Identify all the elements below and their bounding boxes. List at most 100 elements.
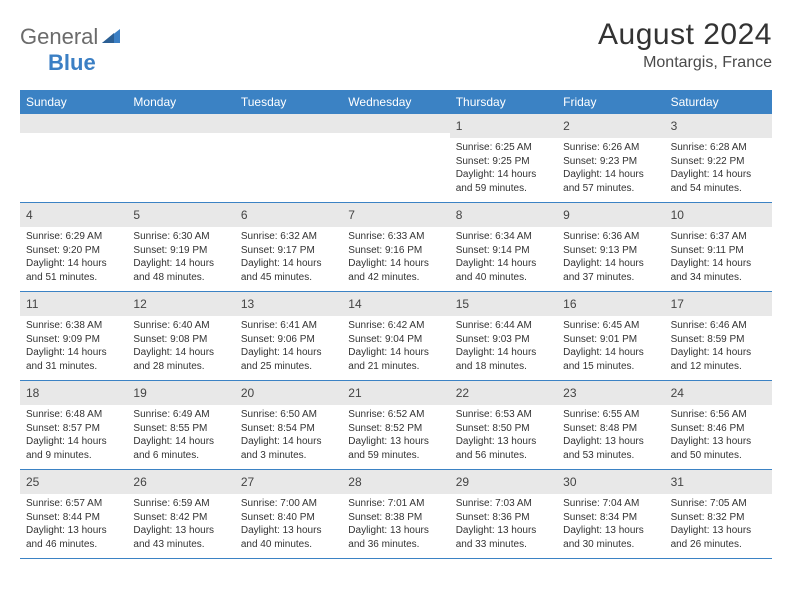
day-content: Sunrise: 6:36 AMSunset: 9:13 PMDaylight:…	[557, 227, 664, 288]
day-content: Sunrise: 6:48 AMSunset: 8:57 PMDaylight:…	[20, 405, 127, 466]
sunset-text: Sunset: 8:38 PM	[348, 511, 443, 525]
day-number: 4	[26, 208, 33, 222]
sunrise-text: Sunrise: 7:00 AM	[241, 497, 336, 511]
day-content: Sunrise: 6:41 AMSunset: 9:06 PMDaylight:…	[235, 316, 342, 377]
day-number: 14	[348, 297, 361, 311]
daylight-text: Daylight: 14 hours and 3 minutes.	[241, 435, 336, 462]
sunrise-text: Sunrise: 6:37 AM	[671, 230, 766, 244]
day-number: 24	[671, 386, 684, 400]
sunset-text: Sunset: 8:48 PM	[563, 422, 658, 436]
day-number-row: 1	[450, 114, 557, 138]
day-number-row: 13	[235, 292, 342, 316]
day-content: Sunrise: 6:33 AMSunset: 9:16 PMDaylight:…	[342, 227, 449, 288]
logo-text-blue: Blue	[20, 50, 96, 75]
day-number: 2	[563, 119, 570, 133]
calendar-day: 17Sunrise: 6:46 AMSunset: 8:59 PMDayligh…	[665, 292, 772, 380]
sunrise-text: Sunrise: 6:57 AM	[26, 497, 121, 511]
calendar-day: 14Sunrise: 6:42 AMSunset: 9:04 PMDayligh…	[342, 292, 449, 380]
daylight-text: Daylight: 14 hours and 51 minutes.	[26, 257, 121, 284]
daylight-text: Daylight: 14 hours and 34 minutes.	[671, 257, 766, 284]
calendar-day: 23Sunrise: 6:55 AMSunset: 8:48 PMDayligh…	[557, 381, 664, 469]
day-number: 11	[26, 297, 38, 311]
daylight-text: Daylight: 14 hours and 54 minutes.	[671, 168, 766, 195]
day-number-row: 31	[665, 470, 772, 494]
daylight-text: Daylight: 13 hours and 59 minutes.	[348, 435, 443, 462]
calendar-day: 11 Sunrise: 6:38 AMSunset: 9:09 PMDayligh…	[20, 292, 127, 380]
sunrise-text: Sunrise: 6:32 AM	[241, 230, 336, 244]
sunrise-text: Sunrise: 6:56 AM	[671, 408, 766, 422]
day-number-row: 18	[20, 381, 127, 405]
day-number: 8	[456, 208, 463, 222]
day-number-row: 3	[665, 114, 772, 138]
day-content: Sunrise: 6:49 AMSunset: 8:55 PMDaylight:…	[127, 405, 234, 466]
sunset-text: Sunset: 8:57 PM	[26, 422, 121, 436]
day-number: 6	[241, 208, 248, 222]
day-number-row: 26	[127, 470, 234, 494]
day-number: 29	[456, 475, 469, 489]
day-content: Sunrise: 6:26 AMSunset: 9:23 PMDaylight:…	[557, 138, 664, 199]
daylight-text: Daylight: 13 hours and 56 minutes.	[456, 435, 551, 462]
day-number: 1	[456, 119, 463, 133]
sunrise-text: Sunrise: 7:03 AM	[456, 497, 551, 511]
logo: General	[20, 18, 122, 50]
day-content: Sunrise: 6:45 AMSunset: 9:01 PMDaylight:…	[557, 316, 664, 377]
day-content: Sunrise: 6:38 AMSunset: 9:09 PMDaylight:…	[20, 316, 127, 377]
day-number-row: 30	[557, 470, 664, 494]
day-content: Sunrise: 6:29 AMSunset: 9:20 PMDaylight:…	[20, 227, 127, 288]
sunrise-text: Sunrise: 7:04 AM	[563, 497, 658, 511]
calendar-day	[235, 114, 342, 202]
sunrise-text: Sunrise: 6:52 AM	[348, 408, 443, 422]
day-number: 12	[133, 297, 146, 311]
sunset-text: Sunset: 8:55 PM	[133, 422, 228, 436]
sunrise-text: Sunrise: 6:29 AM	[26, 230, 121, 244]
calendar-day: 29Sunrise: 7:03 AMSunset: 8:36 PMDayligh…	[450, 470, 557, 558]
day-number-row: 24	[665, 381, 772, 405]
day-number: 23	[563, 386, 576, 400]
sunset-text: Sunset: 8:36 PM	[456, 511, 551, 525]
day-number-row: 23	[557, 381, 664, 405]
calendar-week: 25Sunrise: 6:57 AMSunset: 8:44 PMDayligh…	[20, 470, 772, 559]
sunrise-text: Sunrise: 6:28 AM	[671, 141, 766, 155]
sunset-text: Sunset: 9:19 PM	[133, 244, 228, 258]
day-content: Sunrise: 6:37 AMSunset: 9:11 PMDaylight:…	[665, 227, 772, 288]
sunset-text: Sunset: 9:04 PM	[348, 333, 443, 347]
sunrise-text: Sunrise: 6:55 AM	[563, 408, 658, 422]
day-content: Sunrise: 6:32 AMSunset: 9:17 PMDaylight:…	[235, 227, 342, 288]
calendar-day: 27Sunrise: 7:00 AMSunset: 8:40 PMDayligh…	[235, 470, 342, 558]
sunset-text: Sunset: 8:59 PM	[671, 333, 766, 347]
day-number-row: 17	[665, 292, 772, 316]
sunrise-text: Sunrise: 6:53 AM	[456, 408, 551, 422]
day-content: Sunrise: 6:50 AMSunset: 8:54 PMDaylight:…	[235, 405, 342, 466]
day-number-row	[127, 114, 234, 133]
day-number-row: 25	[20, 470, 127, 494]
day-number-row: 15	[450, 292, 557, 316]
calendar-day: 21Sunrise: 6:52 AMSunset: 8:52 PMDayligh…	[342, 381, 449, 469]
calendar-day: 16Sunrise: 6:45 AMSunset: 9:01 PMDayligh…	[557, 292, 664, 380]
sunset-text: Sunset: 9:13 PM	[563, 244, 658, 258]
day-number-row: 2	[557, 114, 664, 138]
day-number-row: 9	[557, 203, 664, 227]
day-content: Sunrise: 6:28 AMSunset: 9:22 PMDaylight:…	[665, 138, 772, 199]
calendar-day: 7Sunrise: 6:33 AMSunset: 9:16 PMDaylight…	[342, 203, 449, 291]
day-number-row	[342, 114, 449, 133]
calendar-day: 30Sunrise: 7:04 AMSunset: 8:34 PMDayligh…	[557, 470, 664, 558]
calendar-day	[20, 114, 127, 202]
calendar-day: 3Sunrise: 6:28 AMSunset: 9:22 PMDaylight…	[665, 114, 772, 202]
calendar-day: 1Sunrise: 6:25 AMSunset: 9:25 PMDaylight…	[450, 114, 557, 202]
day-number: 18	[26, 386, 39, 400]
sunset-text: Sunset: 8:42 PM	[133, 511, 228, 525]
calendar-week: 18 Sunrise: 6:48 AMSunset: 8:57 PMDayligh…	[20, 381, 772, 470]
day-number: 22	[456, 386, 469, 400]
sunset-text: Sunset: 8:32 PM	[671, 511, 766, 525]
sunset-text: Sunset: 8:54 PM	[241, 422, 336, 436]
sunrise-text: Sunrise: 6:49 AM	[133, 408, 228, 422]
daylight-text: Daylight: 13 hours and 46 minutes.	[26, 524, 121, 551]
daylight-text: Daylight: 14 hours and 40 minutes.	[456, 257, 551, 284]
sunrise-text: Sunrise: 6:45 AM	[563, 319, 658, 333]
day-number-row: 5	[127, 203, 234, 227]
day-number-row: 7	[342, 203, 449, 227]
calendar-day: 12Sunrise: 6:40 AMSunset: 9:08 PMDayligh…	[127, 292, 234, 380]
month-title: August 2024	[598, 18, 772, 52]
day-number-row: 10	[665, 203, 772, 227]
day-number: 28	[348, 475, 361, 489]
